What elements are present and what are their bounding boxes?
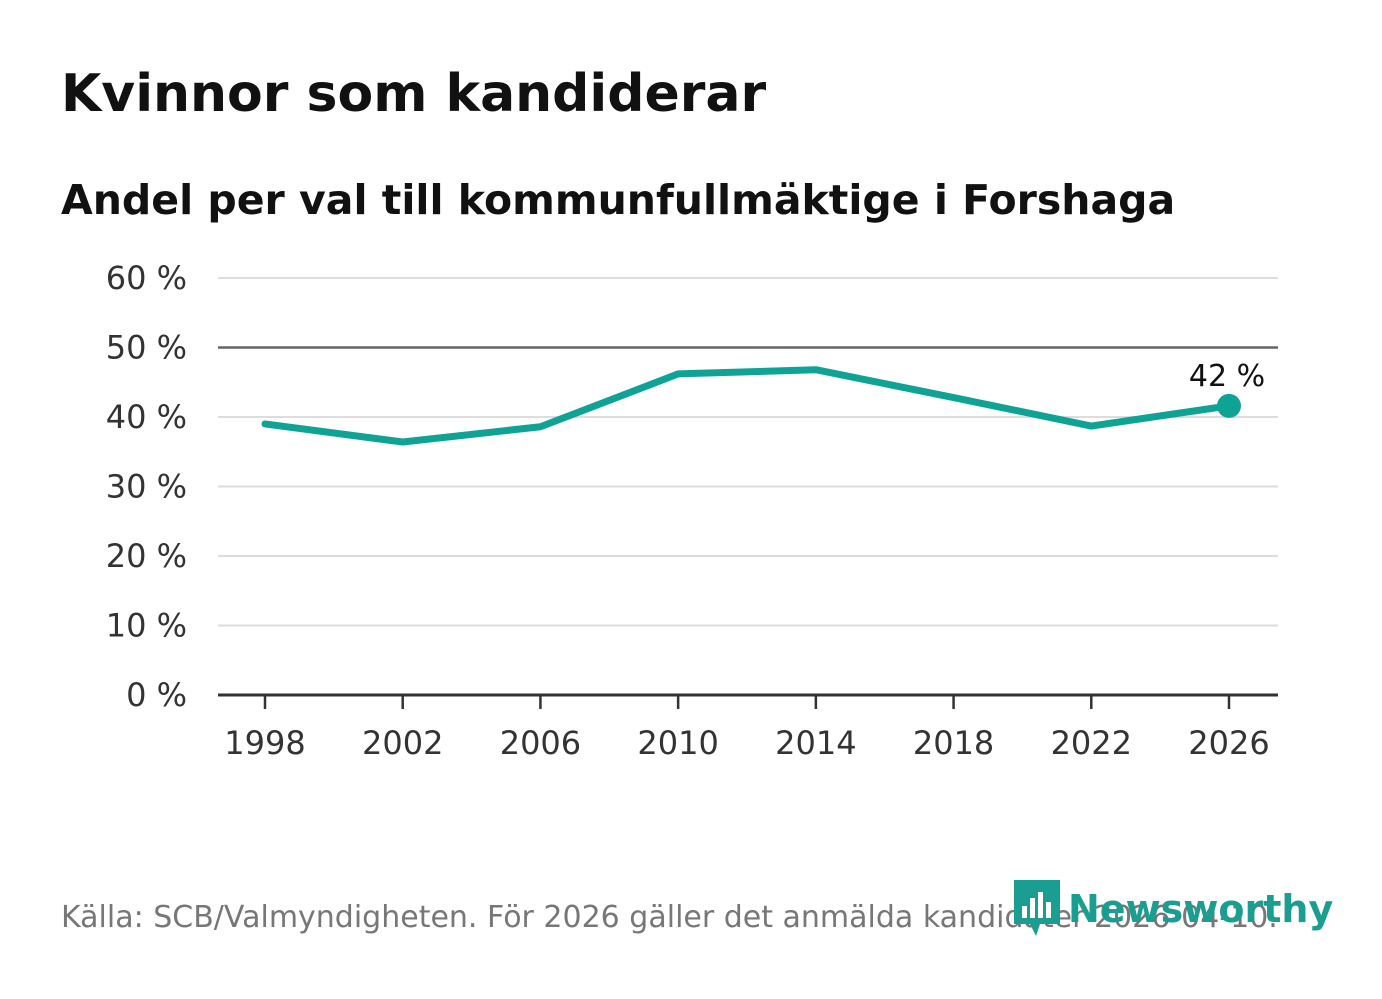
bar-chart-logo-icon <box>1014 880 1060 936</box>
y-tick-label: 50 % <box>106 329 187 367</box>
gridlines <box>218 277 1278 697</box>
y-tick-label: 0 % <box>126 676 187 714</box>
y-tick-label: 40 % <box>106 398 187 436</box>
x-tick-label: 2014 <box>775 724 856 762</box>
annotations: 42 % <box>1189 359 1265 394</box>
y-tick-label: 30 % <box>106 468 187 506</box>
brand-name: Newsworthy <box>1068 887 1334 931</box>
last-point-marker <box>1217 393 1241 418</box>
series-line <box>261 366 1233 446</box>
x-tick-label: 2002 <box>362 724 443 762</box>
x-tick-label: 2026 <box>1188 724 1269 762</box>
y-tick-label: 10 % <box>106 607 187 645</box>
last-value-label: 42 % <box>1189 359 1265 394</box>
newsworthy-logo: Newsworthy <box>1012 878 1333 940</box>
chart-subtitle: Andel per val till kommunfullmäktige i F… <box>61 176 1176 224</box>
y-tick-label: 20 % <box>106 537 187 575</box>
source-note: Källa: SCB/Valmyndigheten. För 2026 gäll… <box>61 900 1278 935</box>
x-tick-label: 1998 <box>224 724 305 762</box>
x-tick-label: 2010 <box>637 724 718 762</box>
chart-title: Kvinnor som kandiderar <box>61 64 767 124</box>
x-tick-label: 2022 <box>1051 724 1132 762</box>
series <box>261 366 1241 446</box>
y-tick-label: 60 % <box>106 259 187 297</box>
x-tick-label: 2006 <box>500 724 581 762</box>
x-axis-ticks: 1998 2002 2006 2010 2014 2018 2022 2026 <box>224 695 1270 762</box>
y-axis-ticks: 0 % 10 % 20 % 30 % 40 % 50 % 60 % <box>106 259 187 714</box>
x-tick-label: 2018 <box>913 724 994 762</box>
